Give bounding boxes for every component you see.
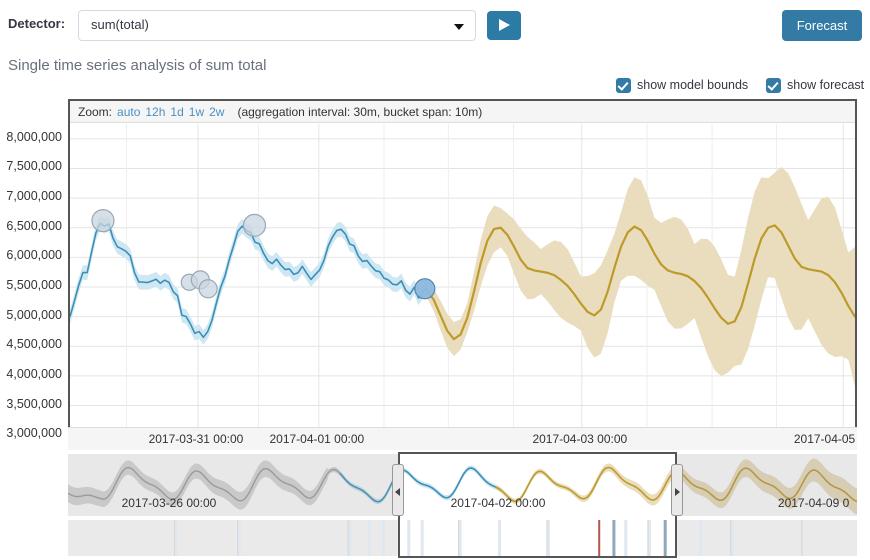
event-marker [237,520,241,556]
event-marker [348,520,352,556]
y-axis-tick-label: 6,000,000 [6,248,62,263]
navigator-inner: 2017-03-26 00:00 2017-04-02 00:00 2017-04-… [68,452,857,560]
show-model-bounds-checkbox[interactable]: show model bounds [616,76,748,94]
zoom-label: Zoom: [78,104,113,119]
event-marker [174,520,178,556]
y-axis-tick-label: 5,000,000 [6,307,62,322]
y-axis-tick-label: 3,000,000 [6,426,62,441]
chevron-down-icon [454,24,464,30]
chart-zoom-bar: Zoom: auto 12h 1d 1w 2w (aggregation int… [70,101,855,123]
chevron-right-icon [675,488,681,496]
anomaly-marker[interactable] [414,278,436,300]
forecast-button[interactable]: Forecast [782,10,862,41]
navigator-actual-band [339,465,499,505]
y-axis: 8,000,000 7,500,000 7,000,000 6,500,000 6,00… [0,99,66,450]
anomaly-marker[interactable] [198,279,218,299]
detector-selected-value: sum(total) [91,17,149,32]
checkmark-icon [766,77,781,93]
navigator-mask-right [677,454,857,516]
zoom-option-1d[interactable]: 1d [170,104,184,119]
event-marker [458,520,462,556]
event-strip-outside-left [68,520,398,556]
show-forecast-label: show forecast [787,78,865,92]
show-model-bounds-label: show model bounds [637,78,749,92]
zoom-option-1w[interactable]: 1w [188,104,205,119]
checkmark-icon [616,77,631,93]
play-icon [499,19,510,31]
navigator-event-strip [68,518,857,558]
event-marker [699,520,703,556]
navigator-tick-label: 2017-03-26 00:00 [121,496,217,510]
run-detector-button[interactable] [487,11,521,40]
y-axis-tick-label: 7,000,000 [6,189,62,204]
navigator-handle-right[interactable] [671,464,684,516]
navigator-forecast-band [495,458,857,515]
event-marker [624,520,628,556]
forecast-confidence-band [427,166,855,387]
event-marker [647,520,651,556]
navigator-handle-left[interactable] [391,464,404,516]
y-axis-tick-label: 4,000,000 [6,366,62,381]
navigator-mask-left [68,454,398,516]
zoom-option-auto[interactable]: auto [117,104,141,119]
zoom-option-12h[interactable]: 12h [145,104,166,119]
y-axis-tick-label: 6,500,000 [6,218,62,233]
event-marker [730,520,734,556]
x-axis-tick-label: 2017-04-05 00:00 [793,432,857,446]
chevron-left-icon [394,488,400,496]
y-axis-tick-label: 8,000,000 [6,129,62,144]
event-marker [663,520,667,556]
event-marker [598,520,601,556]
actual-line [70,222,428,339]
page-subtitle: Single time series analysis of sum total [8,57,267,74]
event-marker [498,520,502,556]
x-axis: 2017-03-31 00:00 2017-04-01 00:00 2017-04-… [68,427,857,450]
event-marker [546,520,550,556]
time-series-svg [70,124,855,450]
main-chart-panel: Zoom: auto 12h 1d 1w 2w (aggregation int… [68,99,857,450]
event-marker [407,520,411,556]
event-strip-outside-right [677,520,857,556]
anomaly-marker[interactable] [242,213,267,237]
y-axis-tick-label: 4,500,000 [6,337,62,352]
x-axis-tick-label: 2017-03-31 00:00 [148,432,244,446]
event-marker [612,520,616,556]
event-marker [382,520,386,556]
zoom-option-2w[interactable]: 2w [209,104,225,119]
event-marker [367,520,371,556]
detector-label: Detector: [8,16,66,31]
navigator-tick-label: 2017-04-09 0 [777,496,850,510]
show-forecast-checkbox[interactable]: show forecast [766,76,864,94]
x-axis-tick-label: 2017-04-01 00:00 [269,432,365,446]
navigator-history-line [68,466,346,502]
top-toolbar: Detector: sum(total) Forecast [0,0,870,52]
navigator-tick-label: 2017-04-02 00:00 [450,496,546,510]
anomaly-marker[interactable] [91,209,115,233]
y-axis-tick-label: 7,500,000 [6,159,62,174]
event-marker [420,520,424,556]
detector-select[interactable]: sum(total) [78,10,476,41]
y-axis-tick-label: 3,500,000 [6,396,62,411]
x-axis-tick-label: 2017-04-03 00:00 [532,432,628,446]
navigator-actual-line [339,467,502,503]
navigator[interactable]: 2017-03-26 00:00 2017-04-02 00:00 2017-04-… [68,452,857,560]
y-axis-tick-label: 5,500,000 [6,278,62,292]
forecast-button-label: Forecast [796,18,848,33]
forecast-line [426,224,855,341]
aggregation-info: (aggregation interval: 30m, bucket span:… [237,104,483,119]
chart-plot-area[interactable] [70,124,855,450]
